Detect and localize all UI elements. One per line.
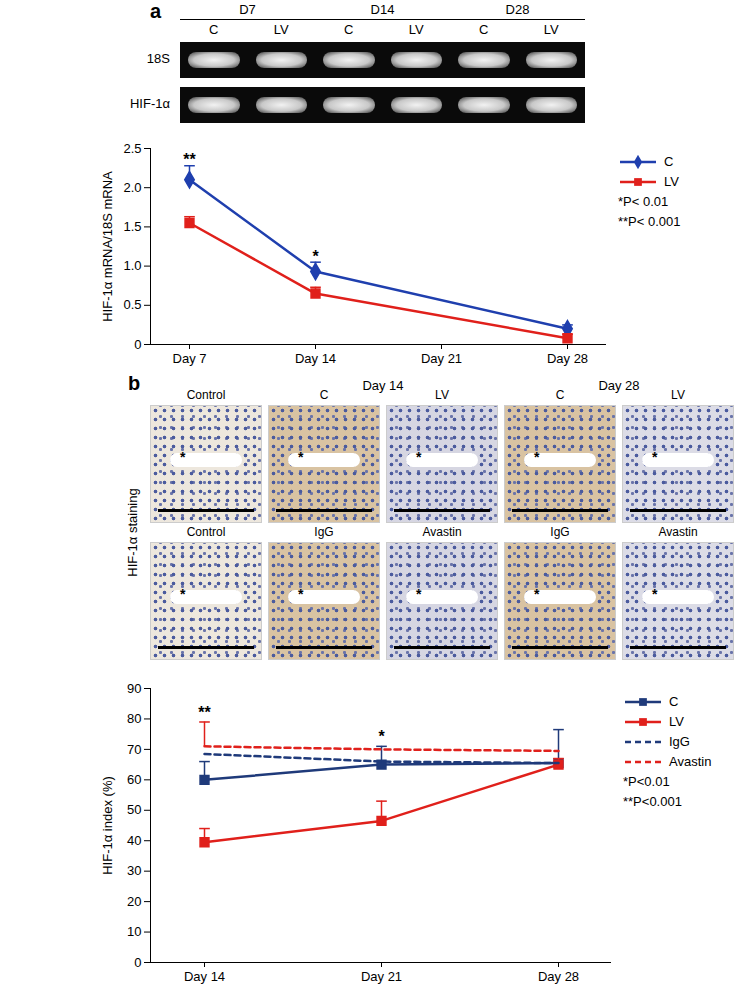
html-text:IgG: IgG (550, 525, 570, 539)
svg-text:0: 0 (134, 955, 141, 970)
html-text:C: C (479, 22, 489, 37)
svg-text:HIF-1α index (%): HIF-1α index (%) (100, 776, 115, 875)
html-text:Day 14: Day 14 (362, 378, 404, 393)
svg-text:20: 20 (127, 894, 141, 909)
svg-text:0.5: 0.5 (123, 297, 141, 312)
html-text:LV: LV (669, 714, 684, 729)
html-text:IgG: IgG (314, 525, 334, 539)
html-text:HIF-1α: HIF-1α (130, 96, 170, 111)
html-text:IgG: IgG (669, 734, 690, 749)
html-text:HIF-1α staining: HIF-1α staining (124, 488, 140, 577)
svg-text:HIF-1α mRNA/18S mRNA: HIF-1α mRNA/18S mRNA (100, 171, 115, 322)
svg-text:**: ** (183, 151, 196, 168)
svg-text:2.5: 2.5 (123, 141, 141, 156)
html-text:**P< 0.001: **P< 0.001 (618, 214, 681, 229)
html-text:*P<0.01: *P<0.01 (623, 774, 670, 789)
html-text:D14: D14 (370, 2, 395, 17)
html-text:Control: Control (186, 388, 226, 402)
html-text:Avastin: Avastin (658, 525, 698, 539)
svg-text:Day 7: Day 7 (173, 351, 207, 366)
html-text:LV: LV (664, 174, 679, 189)
html-text:Avastin: Avastin (669, 754, 712, 769)
svg-text:Day 28: Day 28 (538, 969, 579, 984)
html-text:D7: D7 (239, 2, 256, 17)
svg-text:10: 10 (127, 924, 141, 939)
svg-text:0: 0 (134, 337, 141, 352)
svg-text:Day 14: Day 14 (295, 351, 336, 366)
svg-text:Day 21: Day 21 (361, 969, 402, 984)
svg-text:60: 60 (127, 772, 141, 787)
svg-text:40: 40 (127, 833, 141, 848)
svg-text:1.5: 1.5 (123, 219, 141, 234)
svg-text:2.0: 2.0 (123, 180, 141, 195)
html-text:C: C (319, 388, 329, 402)
html-text:Day 28: Day 28 (598, 378, 640, 393)
svg-text:**: ** (198, 704, 211, 721)
html-text:LV: LV (671, 388, 685, 402)
html-text:C: C (209, 22, 219, 37)
svg-text:Day 28: Day 28 (547, 351, 588, 366)
html-text:LV: LV (273, 22, 289, 37)
html-text:b: b (128, 372, 141, 394)
html-text:a: a (150, 0, 162, 22)
html-text:Control: Control (186, 525, 226, 539)
html-text:18S: 18S (146, 51, 170, 66)
html-text:C: C (664, 154, 674, 169)
svg-text:*: * (378, 728, 385, 745)
svg-text:1.0: 1.0 (123, 258, 141, 273)
svg-text:50: 50 (127, 802, 141, 817)
html-text:LV: LV (435, 388, 449, 402)
svg-text:30: 30 (127, 863, 141, 878)
svg-text:Day 14: Day 14 (184, 969, 225, 984)
html-text:D28: D28 (505, 2, 530, 17)
svg-text:Day 21: Day 21 (421, 351, 462, 366)
html-text:*P< 0.01: *P< 0.01 (618, 194, 669, 209)
svg-text:90: 90 (127, 681, 141, 696)
html-text:**P<0.001: **P<0.001 (623, 794, 682, 809)
svg-text:70: 70 (127, 742, 141, 757)
html-text:C: C (669, 694, 679, 709)
html-text:C: C (344, 22, 354, 37)
html-text:Avastin: Avastin (422, 525, 462, 539)
svg-text:80: 80 (127, 711, 141, 726)
svg-text:*: * (312, 248, 319, 265)
html-text:LV: LV (408, 22, 424, 37)
html-text:C: C (555, 388, 565, 402)
html-text:LV: LV (543, 22, 559, 37)
